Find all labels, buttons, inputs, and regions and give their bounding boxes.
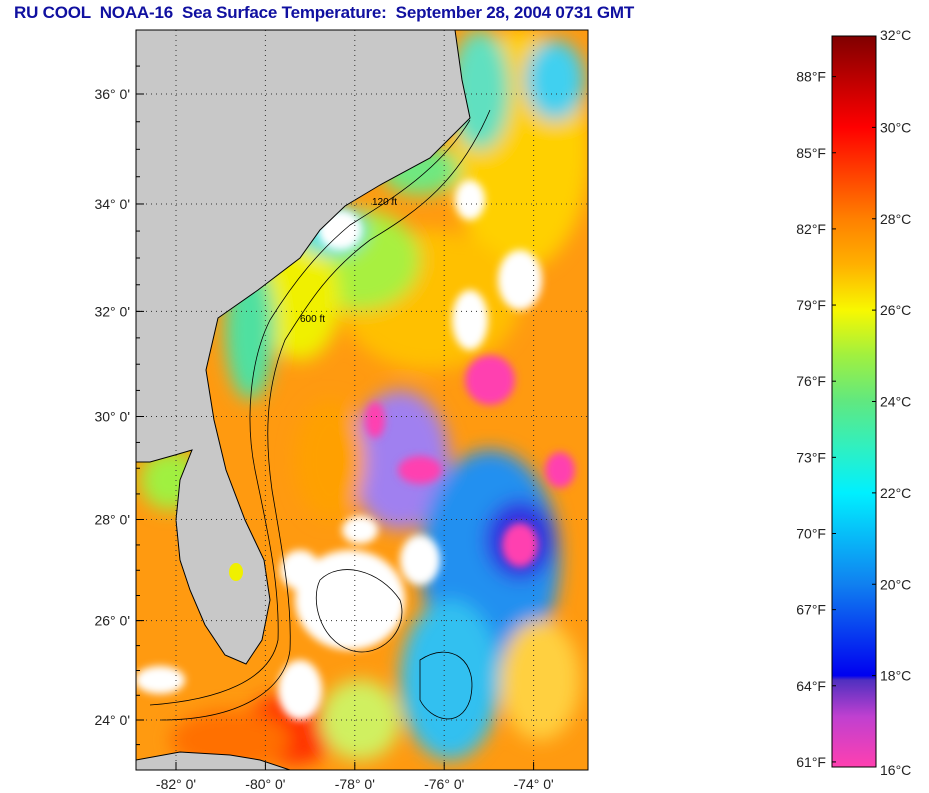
fahrenheit-label: 76°F [796,373,826,389]
colorbar-ticks: 32°C 30°C 28°C 26°C 24°C 22°C 20°C 18°C 16°C 88°F… [796,27,911,778]
fahrenheit-label: 73°F [796,449,826,465]
contour-label: 600 ft [300,314,325,325]
fahrenheit-label: 70°F [796,525,826,541]
fahrenheit-label: 67°F [796,602,826,618]
graticule [136,30,588,770]
lat-tick-label: 32° 0' [94,303,130,319]
colorbar [831,35,877,768]
contour-label: 120 ft [372,197,397,208]
lat-tick-label: 28° 0' [94,511,130,527]
celsius-label: 24°C [880,394,911,410]
lon-tick-label: -82° 0' [156,776,196,792]
sst-map[interactable]: 120 ft 600 ft [135,30,590,770]
map-frame [135,29,589,771]
magenta-cold-patches [365,355,575,567]
fahrenheit-label: 85°F [796,145,826,161]
lon-tick-label: -78° 0' [335,776,375,792]
celsius-label: 16°C [880,762,911,778]
lon-tick-label: -74° 0' [514,776,554,792]
land-cuba [136,751,291,770]
lat-tick-label: 36° 0' [94,86,130,102]
celsius-label: 32°C [880,27,911,43]
fahrenheit-label: 88°F [796,69,826,85]
map-title: RU COOL NOAA-16 Sea Surface Temperature:… [14,3,635,22]
celsius-label: 20°C [880,576,911,592]
cloud-mask [136,180,542,720]
lon-tick-label: -76° 0' [424,776,464,792]
lat-tick-label: 30° 0' [94,408,130,424]
celsius-label: 22°C [880,485,911,501]
celsius-label: 30°C [880,119,911,135]
celsius-label: 28°C [880,211,911,227]
lat-tick-label: 34° 0' [94,196,130,212]
fahrenheit-label: 61°F [796,754,826,770]
map-axes: 36° 0' 34° 0' 32° 0' 30° 0' 28° 0' 26° 0' 24° … [94,65,554,792]
fahrenheit-label: 82°F [796,221,826,237]
bathymetry-contours [149,109,491,721]
land-us-coast [136,30,471,665]
fahrenheit-label: 79°F [796,297,826,313]
lon-tick-label: -80° 0' [245,776,285,792]
lat-tick-label: 26° 0' [94,613,130,629]
celsius-label: 18°C [880,668,911,684]
lat-tick-label: 24° 0' [94,712,130,728]
fahrenheit-label: 64°F [796,678,826,694]
lake-okeechobee [229,563,243,581]
celsius-label: 26°C [880,302,911,318]
